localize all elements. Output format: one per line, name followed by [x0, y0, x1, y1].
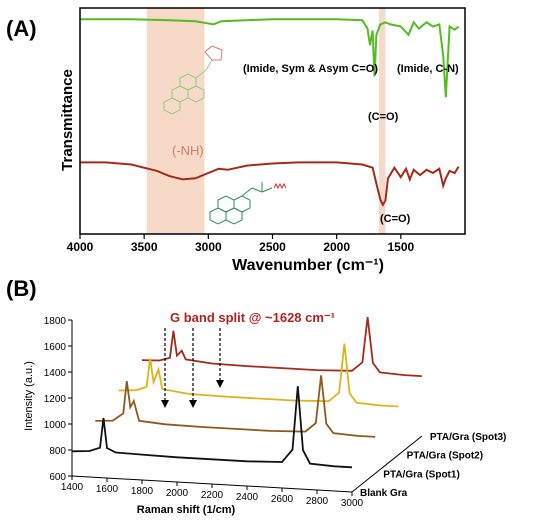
x-tick-label-4: 2000 — [323, 240, 350, 254]
y-tick-label-4: 1400 — [44, 368, 67, 379]
molecule-pyrene-amide — [209, 182, 287, 225]
panel-a: (A) Transmittance 4000 3500 3000 2500 2000 15… — [6, 7, 466, 274]
x-tick-label-8: 3000 — [341, 498, 364, 509]
y-tick-label-2: 1000 — [44, 420, 67, 431]
panel-b-y-ticks: 600 800 1000 1200 1400 1600 1800 — [44, 316, 72, 483]
panel-a-xlabel: Wavenumber (cm⁻¹) — [232, 257, 384, 274]
x-tick-label-5: 1500 — [387, 240, 414, 254]
panel-b-x-ticks: 1400 1600 1800 2000 2200 2400 2600 2800 3000 — [61, 476, 364, 509]
molecule-pyrene-maleimide — [163, 45, 223, 115]
x-tick-label-7: 2800 — [306, 496, 329, 507]
x-tick-label-2: 3000 — [195, 240, 222, 254]
y-tick-label-6: 1800 — [44, 316, 67, 327]
annotation-co-top: (C=O) — [368, 111, 399, 123]
y-tick-label-0: 600 — [49, 472, 66, 483]
panel-a-shaded-bands — [146, 8, 386, 234]
series-name-3: PTA/Gra (Spot3) — [430, 432, 506, 443]
panel-b-xlabel: Raman shift (1/cm) — [137, 504, 236, 516]
x-tick-label-4: 2200 — [201, 490, 224, 501]
panel-a-ylabel: Transmittance — [59, 69, 76, 171]
series-name-2: PTA/Gra (Spot2) — [407, 451, 483, 462]
panel-b-ylabel: Intensity (a.u.) — [23, 361, 35, 431]
y-tick-label-1: 800 — [49, 446, 66, 457]
panel-a-series — [80, 18, 460, 207]
annotation-co-bottom: (C=O) — [380, 213, 411, 225]
panel-b-label: (B) — [6, 276, 37, 301]
annotation-nh: (-NH) — [172, 143, 204, 158]
series-line-0 — [71, 386, 353, 469]
x-tick-label-1: 3500 — [131, 240, 158, 254]
shaded-band-1 — [379, 8, 386, 234]
y-tick-label-5: 1600 — [44, 342, 67, 353]
panel-b-series-names: Blank Gra PTA/Gra (Spot1) PTA/Gra (Spot2) P… — [360, 432, 506, 499]
panel-a-frame — [79, 7, 466, 235]
x-tick-label-3: 2000 — [166, 488, 189, 499]
x-tick-label-0: 4000 — [67, 240, 94, 254]
annotation-imide-co: (Imide, Sym & Asym C=O) — [243, 63, 378, 75]
annotation-g-band: G band split @ ~1628 cm⁻¹ — [170, 310, 335, 325]
x-tick-label-2: 1800 — [131, 486, 154, 497]
x-tick-label-6: 2600 — [271, 494, 294, 505]
x-tick-label-0: 1400 — [61, 482, 84, 493]
annotation-arrowheads — [161, 380, 224, 408]
series-line-1 — [95, 375, 376, 438]
panel-a-x-ticks: 4000 3500 3000 2500 2000 1500 — [67, 234, 415, 254]
annotation-arrows — [164, 328, 221, 402]
series-line-1 — [80, 161, 460, 207]
series-name-0: Blank Gra — [360, 488, 408, 499]
x-tick-label-1: 1600 — [96, 484, 119, 495]
panel-a-label: (A) — [6, 16, 37, 41]
annotation-imide-cn: (Imide, C-N) — [397, 63, 459, 75]
series-line-3 — [141, 316, 422, 377]
x-tick-label-3: 2500 — [259, 240, 286, 254]
panel-b-series — [71, 316, 422, 469]
series-line-2 — [118, 343, 399, 408]
x-tick-label-5: 2400 — [236, 492, 259, 503]
series-line-0 — [80, 18, 460, 98]
shaded-band-0 — [146, 8, 205, 234]
y-tick-label-3: 1200 — [44, 394, 67, 405]
series-name-1: PTA/Gra (Spot1) — [383, 469, 459, 480]
